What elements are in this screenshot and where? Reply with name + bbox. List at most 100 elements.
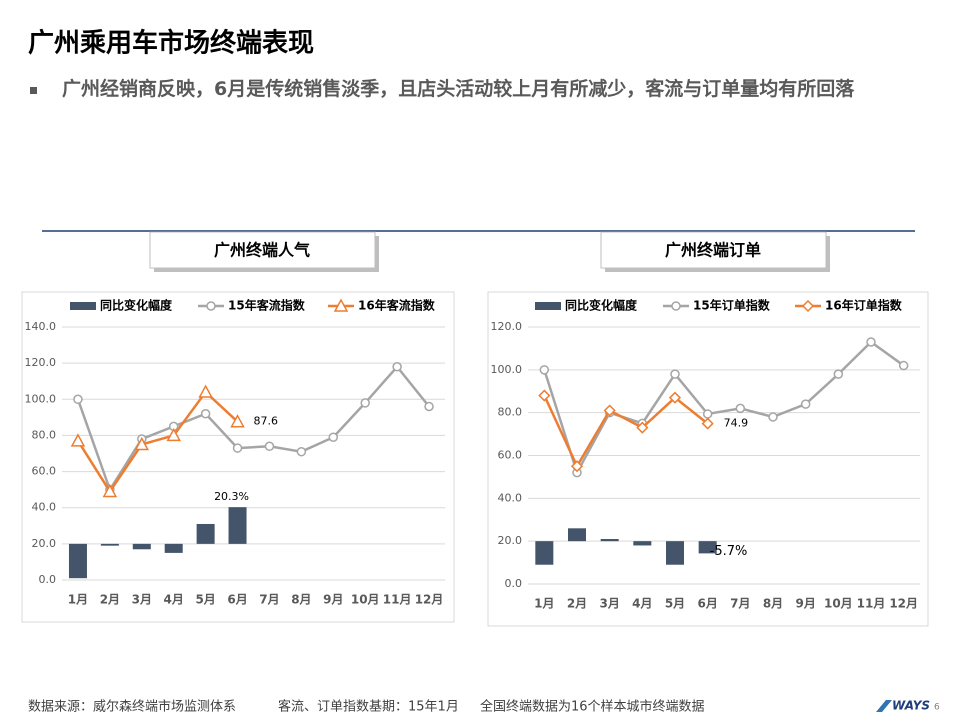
x-tick-label: 1月 (68, 593, 88, 607)
bullet-box: 广州经销商反映，6月是传统销售淡季，且店头活动较上月有所减少，客流与订单量均有所… (62, 78, 855, 100)
bar (100, 543, 119, 546)
legend-label: 16年客流指数 (358, 298, 436, 313)
bar (68, 543, 87, 579)
marker (671, 301, 681, 311)
x-tick-label: 12月 (889, 597, 918, 611)
point-label: 87.6 (254, 415, 279, 428)
marker (206, 301, 216, 311)
y-tick-label: 140.0 (25, 320, 57, 333)
y-tick-label: 20.0 (498, 534, 523, 547)
marker (360, 398, 370, 408)
marker (833, 369, 844, 379)
x-tick-label: 3月 (132, 593, 152, 607)
marker (264, 441, 275, 452)
legend-label: 同比变化幅度 (100, 298, 173, 313)
bar (633, 541, 652, 546)
title-box (600, 231, 827, 269)
legend-swatch (70, 302, 96, 310)
y-tick-label: 0.0 (39, 573, 57, 586)
y-tick-label: 80.0 (498, 406, 523, 419)
line (76, 390, 239, 494)
logo: WAYS (892, 699, 930, 713)
footer-source: 数据来源：威尔森终端市场监测体系 (28, 699, 236, 715)
marker (70, 433, 86, 447)
marker (296, 446, 307, 457)
bar (132, 543, 151, 550)
y-tick-label: 120.0 (491, 320, 523, 333)
bar (228, 507, 247, 544)
bar (600, 539, 619, 542)
y-tick-label: 100.0 (491, 363, 523, 376)
line (543, 395, 709, 469)
title-box (149, 231, 376, 269)
x-tick-label: 2月 (100, 593, 120, 607)
y-tick-label: 100.0 (25, 392, 57, 405)
marker (701, 417, 714, 430)
x-tick-label: 12月 (415, 593, 444, 607)
x-tick-label: 6月 (227, 593, 247, 607)
y-tick-label: 0.0 (505, 577, 523, 590)
bullet-marker (30, 87, 37, 94)
marker (538, 389, 551, 402)
x-tick-label: 4月 (164, 593, 184, 607)
marker (539, 365, 550, 375)
marker (603, 404, 616, 417)
marker (668, 391, 682, 404)
legend-swatch (535, 302, 561, 310)
bar-label: -5.7% (710, 544, 748, 559)
marker (424, 401, 434, 412)
y-tick-label: 20.0 (32, 537, 57, 550)
legend-label: 15年客流指数 (228, 298, 306, 313)
x-tick-label: 9月 (795, 597, 815, 611)
line (543, 340, 905, 476)
marker (898, 360, 909, 371)
x-tick-label: 4月 (632, 597, 652, 611)
y-tick-label: 60.0 (498, 449, 523, 462)
marker (73, 394, 83, 405)
chart-title: 广州终端订单 (665, 241, 761, 260)
marker (232, 443, 243, 453)
x-tick-label: 3月 (599, 597, 619, 611)
marker (636, 421, 649, 434)
x-tick-label: 9月 (323, 593, 343, 607)
marker (166, 427, 181, 442)
footer-base: 客流、订单指数基期：15年1月 (278, 699, 459, 715)
x-tick-label: 5月 (665, 597, 685, 611)
x-tick-label: 5月 (195, 593, 215, 607)
marker (328, 432, 339, 442)
marker (735, 403, 746, 414)
bar (666, 541, 684, 565)
bullet-text: 广州经销商反映，6月是传统销售淡季，且店头活动较上月有所减少，客流与订单量均有所… (62, 78, 855, 100)
chart-frame (487, 291, 929, 627)
marker (702, 409, 713, 419)
bar (164, 543, 183, 553)
x-tick-label: 7月 (259, 593, 279, 607)
x-tick-label: 10月 (351, 593, 380, 607)
marker (392, 362, 402, 372)
bar (196, 523, 215, 544)
chart-frame (21, 291, 455, 623)
marker (768, 412, 778, 422)
marker (570, 460, 584, 473)
x-tick-label: 6月 (697, 597, 717, 611)
y-tick-label: 40.0 (498, 491, 523, 504)
point-label: 74.9 (724, 417, 749, 430)
x-tick-label: 1月 (534, 597, 554, 611)
x-tick-label: 8月 (291, 593, 311, 607)
bar (698, 541, 717, 554)
marker (134, 436, 150, 451)
marker (670, 369, 680, 379)
marker (200, 408, 211, 419)
chart-title: 广州终端人气 (214, 241, 310, 260)
bar (568, 528, 586, 542)
marker (102, 483, 118, 498)
x-tick-label: 11月 (857, 597, 886, 611)
x-tick-label: 8月 (763, 597, 783, 611)
bar (535, 541, 554, 565)
legend-label: 15年订单指数 (693, 298, 771, 313)
y-tick-label: 40.0 (32, 501, 57, 514)
legend-label: 16年订单指数 (825, 298, 903, 313)
x-tick-label: 2月 (567, 597, 587, 611)
legend-label: 同比变化幅度 (565, 298, 638, 313)
